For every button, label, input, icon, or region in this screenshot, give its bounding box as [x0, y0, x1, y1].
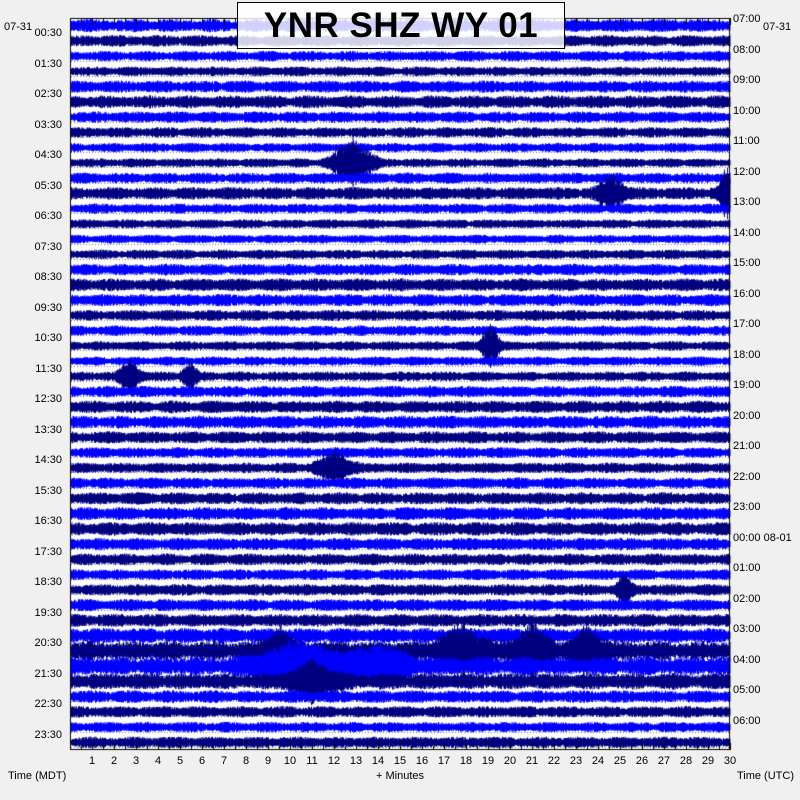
left-axis-hour-label: 20:30 [34, 637, 62, 650]
x-axis-minute-label: 11 [306, 755, 318, 767]
x-axis-minute-label: 16 [415, 755, 429, 767]
plot-title-box: YNR SHZ WY 01 [237, 2, 565, 49]
left-axis-title: Time (MDT) [8, 770, 67, 782]
right-axis-hour-label: 13:00 [733, 196, 761, 208]
left-axis-hour-label: 14:30 [34, 454, 62, 467]
left-axis-date-label: 07-31 [4, 21, 33, 33]
left-axis-hour-label: 18:30 [34, 576, 62, 589]
right-axis-hour-label: 00:00 08-01 [733, 531, 792, 544]
left-axis-hour-label: 07:30 [34, 240, 62, 253]
right-axis-hour-label: 14:00 [733, 226, 761, 239]
right-axis-hour-label: 16:00 [733, 287, 761, 300]
left-axis-hour-label: 16:30 [34, 515, 62, 528]
left-axis-hour-label: 17:30 [34, 545, 62, 558]
right-axis-hour-label: 11:00 [733, 135, 760, 147]
right-axis-hour-label: 07:00 [733, 13, 761, 25]
right-axis-hour-label: 03:00 [733, 623, 761, 635]
page-title: YNR SHZ WY 01 [263, 5, 539, 45]
x-axis-title: + Minutes [376, 770, 424, 782]
left-axis-hour-label: 19:30 [34, 606, 62, 619]
x-axis-minute-label: 15 [393, 755, 407, 767]
x-axis-minute-label: 1 [88, 755, 96, 767]
left-axis-hour-label: 08:30 [34, 271, 62, 284]
right-axis-hour-label: 05:00 [733, 684, 761, 696]
right-axis-hour-label: 04:00 [733, 653, 761, 666]
x-axis-minute-label: 7 [220, 755, 228, 767]
left-axis-hour-label: 00:30 [34, 27, 62, 40]
left-axis-hour-label: 12:30 [34, 393, 62, 406]
right-axis-title: Time (UTC) [736, 770, 794, 782]
left-axis-hour-label: 23:30 [34, 728, 62, 741]
right-axis-hour-label: 20:00 [733, 409, 761, 422]
x-axis-minute-label: 14 [371, 755, 385, 767]
right-axis-hour-label: 18:00 [733, 348, 761, 361]
x-axis-minute-label: 29 [701, 755, 715, 767]
right-axis-hour-label: 21:00 [733, 440, 761, 452]
x-axis-minute-label: 26 [635, 755, 649, 767]
left-axis-hour-label: 02:30 [34, 88, 62, 101]
x-axis-minute-label: 22 [547, 755, 561, 767]
left-axis-hour-label: 03:30 [34, 118, 62, 131]
right-axis-hour-label: 22:00 [733, 470, 761, 483]
x-axis-minute-label: 3 [132, 755, 140, 767]
right-axis-hour-label: 12:00 [733, 165, 761, 178]
left-axis-hour-label: 09:30 [34, 301, 62, 314]
right-axis-hour-label: 09:00 [733, 74, 761, 86]
right-axis-hour-label: 02:00 [733, 592, 761, 605]
x-axis-minute-label: 25 [613, 755, 627, 767]
x-axis-minute-label: 24 [591, 755, 605, 767]
x-axis-minute-label: 5 [176, 755, 184, 767]
x-axis-minute-label: 17 [437, 755, 451, 767]
x-axis-minute-label: 9 [264, 755, 272, 767]
left-axis-hour-label: 06:30 [34, 210, 62, 223]
left-axis-hour-label: 10:30 [34, 332, 62, 345]
left-axis-hour-label: 15:30 [34, 484, 62, 497]
left-axis-hour-label: 13:30 [34, 423, 62, 436]
x-axis-minute-label: 2 [110, 755, 118, 767]
left-axis-hour-label: 21:30 [34, 667, 62, 680]
left-axis-hour-label: 01:30 [34, 57, 62, 70]
right-axis-hour-label: 17:00 [733, 318, 761, 330]
x-axis-minute-label: 10 [283, 755, 297, 767]
right-axis-date-label: 07-31 [763, 21, 792, 33]
right-axis-hour-label: 10:00 [733, 104, 761, 117]
left-axis-hour-label: 04:30 [34, 149, 62, 162]
x-axis-minute-label: 12 [327, 755, 341, 767]
x-axis-minute-label: 20 [503, 755, 517, 767]
right-axis-hour-label: 23:00 [733, 501, 761, 513]
x-axis-minute-label: 28 [679, 755, 693, 767]
x-axis-minute-label: 30 [723, 755, 737, 767]
right-axis-hour-label: 01:00 [733, 562, 761, 574]
right-axis-hour-label: 08:00 [733, 43, 761, 56]
x-axis-minute-label: 13 [349, 755, 363, 767]
left-axis-hour-label: 11:30 [35, 362, 62, 375]
x-axis-minute-label: 6 [198, 755, 206, 767]
right-axis-hour-label: 15:00 [733, 257, 761, 269]
right-axis-hour-label: 19:00 [733, 379, 761, 391]
x-axis-minute-label: 21 [525, 755, 539, 767]
right-axis-hour-label: 06:00 [733, 714, 761, 727]
left-axis-hour-label: 05:30 [34, 179, 62, 192]
x-axis-minute-label: 8 [242, 755, 250, 767]
x-axis-minute-label: 4 [154, 755, 162, 767]
x-axis-minute-label: 19 [481, 755, 495, 767]
x-axis-minute-label: 23 [569, 755, 583, 767]
x-axis-minute-label: 27 [657, 755, 671, 767]
left-axis-hour-label: 22:30 [34, 698, 62, 711]
x-axis-minute-label: 18 [459, 755, 473, 767]
